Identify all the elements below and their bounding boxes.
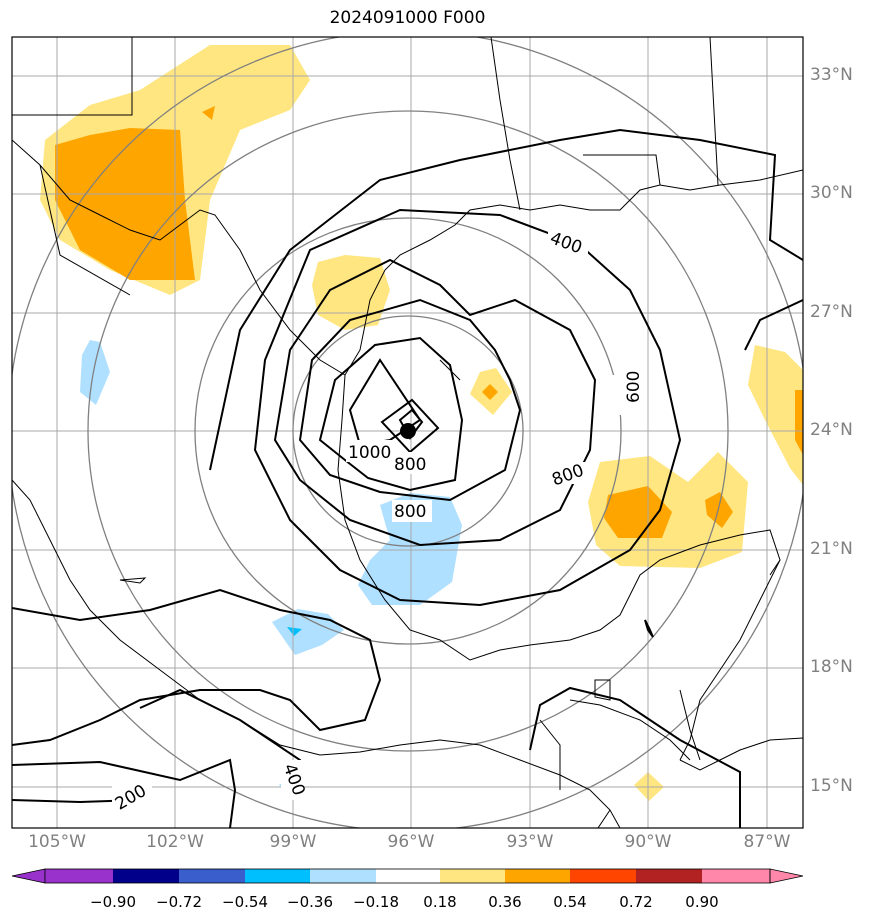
colorbar-tick: 0.54	[553, 893, 587, 911]
lat-label: 30°N	[810, 183, 853, 203]
colorbar-tick: 0.90	[685, 893, 719, 911]
contour-label: 1000	[348, 443, 391, 463]
shading-negative	[80, 340, 462, 800]
coastlines	[12, 37, 803, 828]
colorbar-tick: −0.36	[287, 893, 333, 911]
colorbar-tick: 0.18	[423, 893, 457, 911]
map-frame	[11, 36, 804, 829]
lon-label: 105°W	[28, 832, 86, 852]
colorbar-tick: −0.90	[90, 893, 136, 911]
range-rings	[12, 37, 803, 828]
lat-label: 24°N	[810, 420, 853, 440]
contour-label: 600	[624, 371, 644, 403]
colorbar-tick: −0.72	[156, 893, 202, 911]
colorbar	[11, 868, 804, 884]
colorbar-tick: 0.36	[488, 893, 522, 911]
colorbar-tick: 0.72	[619, 893, 653, 911]
lon-label: 87°W	[743, 832, 791, 852]
contour-label: 800	[394, 455, 426, 475]
lat-label: 15°N	[810, 776, 853, 796]
lon-label: 93°W	[506, 832, 554, 852]
lat-label: 33°N	[810, 65, 853, 85]
colorbar-tick: −0.54	[222, 893, 268, 911]
lat-label: 21°N	[810, 539, 853, 559]
contour-label: 800	[394, 502, 426, 522]
lon-label: 102°W	[146, 832, 204, 852]
lon-label: 90°W	[624, 832, 672, 852]
map-title: 2024091000 F000	[329, 8, 486, 28]
lat-label: 27°N	[810, 302, 853, 322]
hurricane-center-icon	[400, 423, 416, 439]
lon-label: 96°W	[387, 832, 435, 852]
lat-label: 18°N	[810, 657, 853, 677]
colorbar-tick: −0.18	[353, 893, 399, 911]
lon-label: 99°W	[269, 832, 317, 852]
